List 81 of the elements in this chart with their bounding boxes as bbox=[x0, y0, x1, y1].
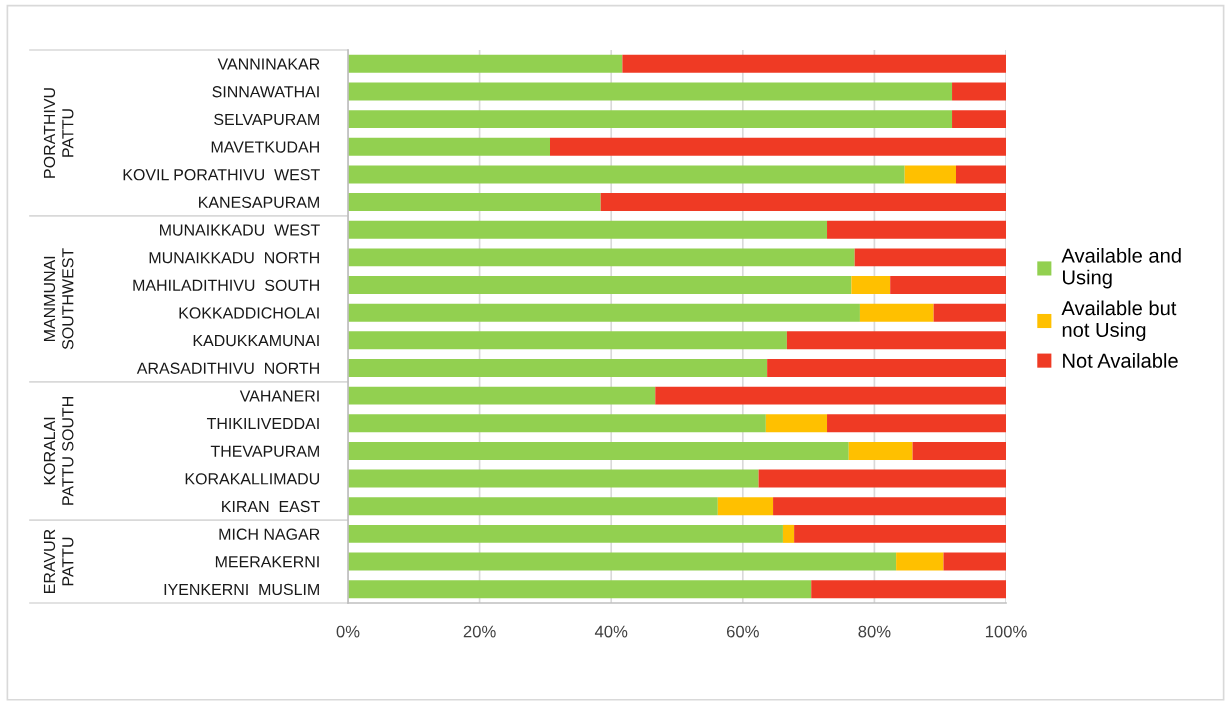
bar bbox=[348, 303, 860, 322]
bar bbox=[758, 469, 1006, 488]
text: ERAVUR PATTU bbox=[43, 529, 74, 593]
bar bbox=[348, 358, 768, 377]
bar bbox=[827, 220, 1006, 239]
y-tick-label: VANNINAKAR bbox=[217, 58, 320, 70]
x-tick-label: 80% bbox=[858, 625, 891, 638]
bar bbox=[952, 110, 1006, 129]
bar bbox=[854, 248, 1006, 267]
y-tick-label: VAHANERI bbox=[239, 390, 319, 402]
text: KORALAI PATTU SOUTH bbox=[43, 397, 74, 505]
y-tick-label: KANESAPURAM bbox=[199, 196, 319, 209]
bar bbox=[904, 165, 956, 184]
bar bbox=[348, 331, 787, 350]
bar bbox=[622, 54, 1006, 73]
bar bbox=[933, 303, 1006, 322]
legend-label: Available but not Using bbox=[1061, 300, 1177, 341]
bar bbox=[348, 469, 759, 488]
bar bbox=[767, 358, 1006, 377]
bar bbox=[348, 414, 766, 433]
bar bbox=[952, 82, 1006, 101]
x-tick-label: 40% bbox=[594, 625, 628, 638]
bar bbox=[827, 414, 1006, 433]
bar bbox=[348, 137, 551, 156]
bar bbox=[765, 414, 828, 433]
y-tick-label: MUNAIKKADU NORTH bbox=[149, 252, 319, 264]
bar bbox=[859, 303, 934, 322]
y-tick-label: MICH NAGAR bbox=[219, 528, 320, 540]
bar bbox=[600, 193, 1006, 212]
y-tick-label: KADUKKAMUNAI bbox=[193, 335, 319, 347]
text: PORATHIVU PATTU bbox=[43, 88, 74, 178]
bar bbox=[348, 54, 623, 73]
bar bbox=[912, 441, 1006, 460]
y-tick-label: THEVAPURAM bbox=[210, 445, 319, 457]
bar bbox=[348, 580, 812, 599]
bar bbox=[348, 276, 852, 295]
bar bbox=[550, 137, 1006, 156]
bar bbox=[348, 552, 897, 571]
bar bbox=[851, 276, 891, 295]
bar bbox=[794, 524, 1006, 543]
bar bbox=[348, 524, 783, 543]
y-tick-label: MEERAKERNI bbox=[215, 556, 319, 568]
y-tick-label: SINNAWATHAI bbox=[212, 86, 319, 98]
bar bbox=[811, 580, 1006, 599]
bar bbox=[955, 165, 1006, 184]
text: MANMUNAI SOUTHWEST bbox=[43, 248, 74, 350]
bar bbox=[348, 82, 953, 101]
bar bbox=[348, 248, 855, 267]
y-tick-label: KORAKALLIMADU bbox=[185, 473, 319, 485]
bar bbox=[943, 552, 1006, 571]
y-tick-label: SELVAPURAM bbox=[214, 113, 319, 126]
bar bbox=[348, 441, 849, 460]
bar bbox=[348, 110, 953, 129]
y-tick-label: MUNAIKKADU WEST bbox=[160, 224, 320, 236]
legend-label: Available and Using bbox=[1061, 247, 1181, 289]
x-tick-label: 100% bbox=[985, 625, 1027, 638]
bar bbox=[348, 497, 718, 516]
bar bbox=[782, 524, 795, 543]
y-tick-label: ARASADITHIVU NORTH bbox=[136, 362, 319, 374]
bar bbox=[896, 552, 944, 571]
y-tick-label: KIRAN EAST bbox=[222, 500, 320, 513]
bar bbox=[348, 193, 601, 212]
bar bbox=[655, 386, 1006, 405]
y-tick-label: IYENKERNI MUSLIM bbox=[164, 583, 319, 596]
bar bbox=[773, 497, 1006, 516]
y-tick-label: KOVIL PORATHIVU WEST bbox=[123, 169, 320, 181]
y-tick-label: KOKKADDICHOLAI bbox=[179, 307, 319, 319]
bar bbox=[348, 386, 656, 405]
legend-label: Not Available bbox=[1063, 353, 1178, 368]
bar bbox=[890, 276, 1006, 295]
bar bbox=[717, 497, 774, 516]
x-tick-label: 20% bbox=[463, 625, 496, 638]
bar bbox=[348, 165, 905, 184]
bar bbox=[848, 441, 913, 460]
x-tick-label: 60% bbox=[726, 625, 759, 638]
bar bbox=[348, 220, 828, 239]
x-tick-label: 0% bbox=[336, 625, 360, 638]
bar bbox=[786, 331, 1006, 350]
y-tick-label: MAVETKUDAH bbox=[211, 141, 319, 153]
y-tick-label: MAHILADITHIVU SOUTH bbox=[133, 279, 319, 291]
y-tick-label: THIKILIVEDDAI bbox=[206, 418, 319, 430]
